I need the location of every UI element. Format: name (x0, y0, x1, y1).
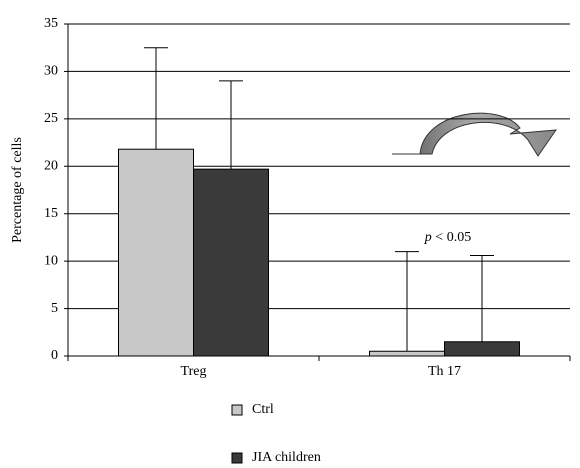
annotation: p < 0.05 (424, 230, 471, 245)
y-tick-label: 20 (44, 159, 58, 174)
bar (370, 351, 445, 356)
trend-arrow (392, 113, 556, 156)
chart: Percentage of cells p < 0.05 0 5 10 15 20 25 3… (0, 0, 580, 468)
legend-swatch (232, 405, 242, 415)
x-tick-label: Treg (181, 364, 207, 379)
y-tick-label: 15 (44, 206, 58, 221)
annotation-variable: p (424, 230, 432, 245)
y-axis-label: Percentage of cells (10, 137, 25, 243)
y-tick-label: 5 (51, 301, 58, 316)
bar (119, 149, 194, 356)
x-tick-label: Th 17 (428, 364, 461, 379)
y-tick-label: 35 (44, 16, 58, 31)
y-tick-label: 30 (44, 64, 58, 79)
y-tick-label: 0 (51, 348, 58, 363)
legend-label: Ctrl (252, 402, 274, 417)
y-tick-label: 25 (44, 111, 58, 126)
bar (194, 169, 269, 356)
legend-swatch (232, 453, 242, 463)
bar (445, 342, 520, 356)
legend-label: JIA children (252, 450, 321, 465)
legend: Ctrl JIA children (232, 402, 321, 465)
plot-area: 0 5 10 15 20 25 30 35 Treg Th 17 (44, 16, 570, 379)
y-tick-label: 10 (44, 253, 58, 268)
annotation-text: < 0.05 (435, 230, 471, 245)
